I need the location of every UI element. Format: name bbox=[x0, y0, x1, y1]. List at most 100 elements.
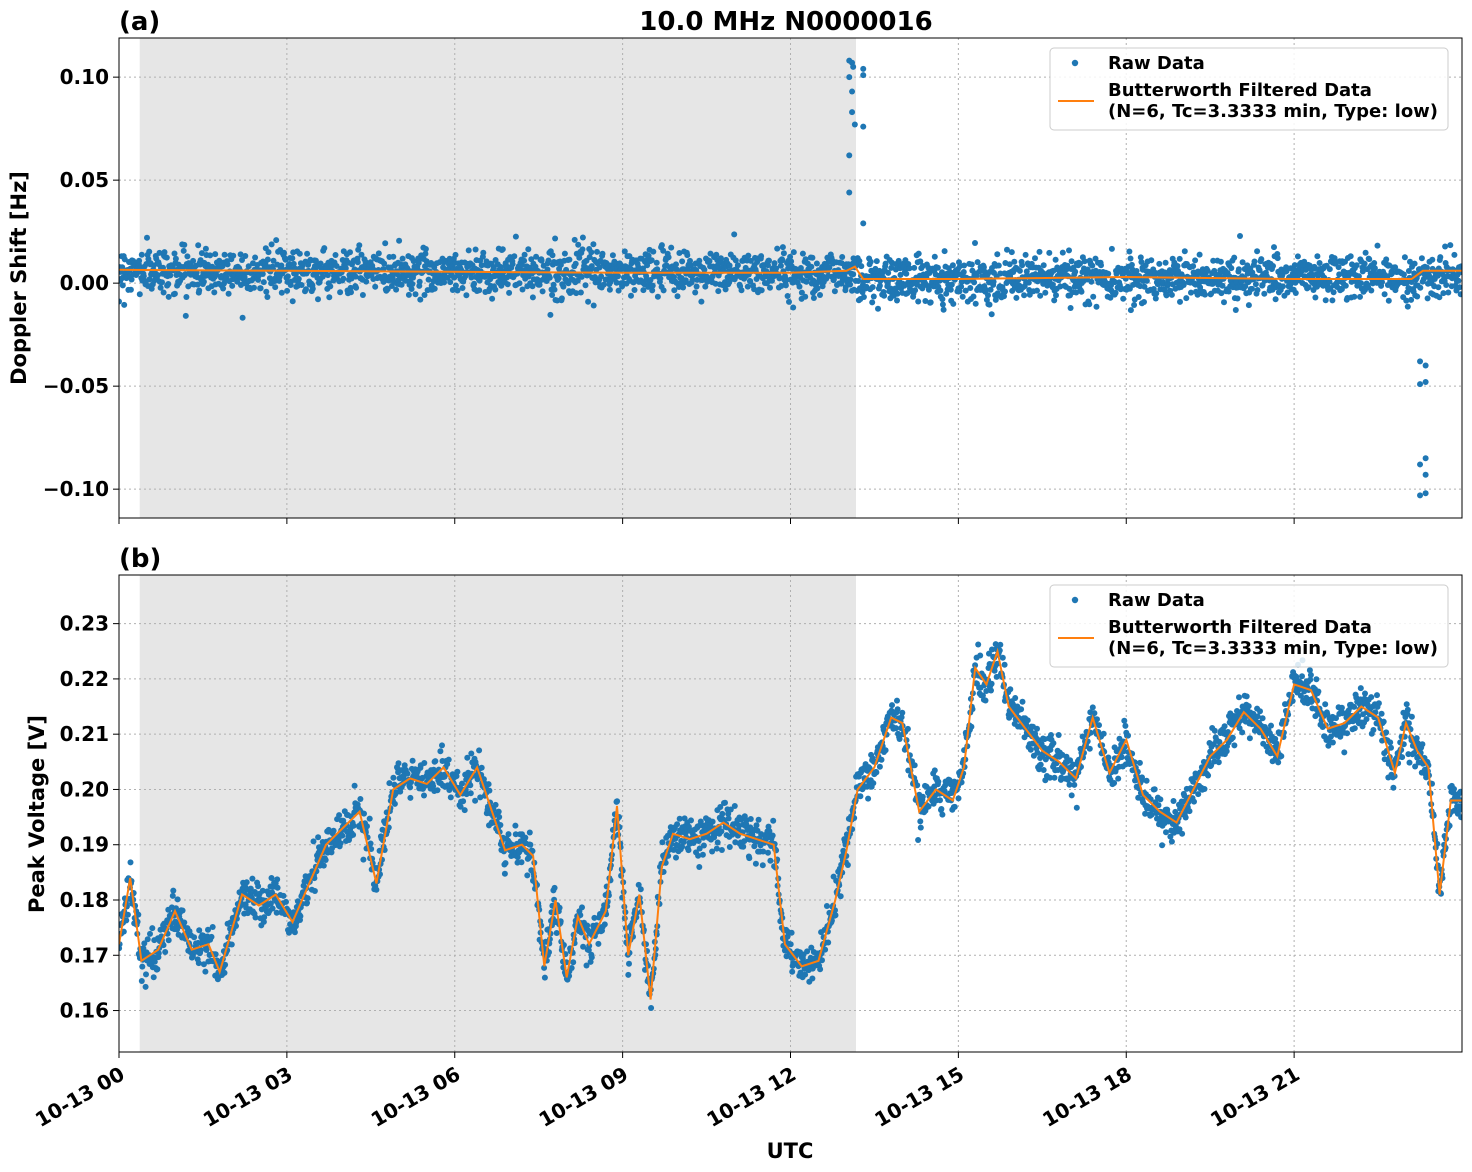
voltage-raw-point bbox=[718, 828, 725, 835]
doppler-raw-point bbox=[786, 298, 792, 305]
voltage-raw-point bbox=[1122, 722, 1129, 729]
doppler-raw-point bbox=[1135, 294, 1142, 300]
doppler-raw-point bbox=[1274, 255, 1281, 262]
doppler-raw-point bbox=[939, 301, 946, 308]
voltage-raw-point bbox=[680, 838, 687, 845]
voltage-raw-point bbox=[1170, 798, 1177, 804]
doppler-raw-point bbox=[390, 253, 397, 260]
doppler-legend-box bbox=[1049, 47, 1449, 131]
doppler-raw-point bbox=[1436, 294, 1443, 301]
voltage-raw-point bbox=[233, 923, 239, 929]
doppler-raw-point bbox=[897, 271, 904, 278]
voltage-raw-point bbox=[808, 944, 815, 951]
doppler-raw-point bbox=[876, 282, 883, 289]
voltage-raw-point bbox=[460, 798, 467, 805]
doppler-raw-point bbox=[701, 266, 708, 273]
doppler-raw-outlier bbox=[1417, 461, 1424, 468]
doppler-raw-point bbox=[551, 286, 558, 293]
voltage-raw-point bbox=[320, 862, 327, 869]
doppler-raw-point bbox=[326, 294, 333, 301]
doppler-raw-point bbox=[550, 281, 557, 288]
doppler-raw-point bbox=[911, 264, 918, 271]
doppler-raw-point bbox=[347, 249, 353, 256]
doppler-raw-point bbox=[1326, 278, 1333, 285]
voltage-raw-point bbox=[457, 803, 464, 810]
doppler-raw-point bbox=[590, 302, 597, 309]
doppler-raw-point bbox=[557, 261, 564, 268]
doppler-raw-point bbox=[1006, 261, 1013, 268]
doppler-raw-point bbox=[136, 291, 143, 298]
voltage-raw-point bbox=[351, 782, 358, 789]
voltage-raw-point bbox=[259, 887, 266, 894]
doppler-raw-point bbox=[644, 262, 651, 269]
voltage-raw-point bbox=[676, 815, 683, 822]
voltage-raw-point bbox=[1034, 749, 1041, 756]
doppler-raw-point bbox=[1443, 282, 1450, 288]
voltage-raw-point bbox=[911, 762, 918, 769]
voltage-raw-point bbox=[878, 756, 885, 763]
doppler-raw-point bbox=[881, 292, 888, 299]
voltage-raw-point bbox=[1268, 722, 1274, 729]
voltage-raw-point bbox=[759, 862, 766, 869]
voltage-raw-point bbox=[941, 788, 948, 795]
voltage-raw-point bbox=[447, 794, 454, 801]
doppler-raw-point bbox=[409, 281, 416, 287]
voltage-raw-point bbox=[127, 859, 134, 866]
doppler-raw-point bbox=[266, 275, 273, 282]
doppler-raw-point bbox=[252, 254, 259, 261]
doppler-raw-point bbox=[549, 252, 556, 259]
doppler-raw-point bbox=[1019, 262, 1026, 269]
doppler-raw-point bbox=[676, 250, 683, 256]
voltage-raw-point bbox=[580, 943, 587, 950]
voltage-raw-point bbox=[336, 812, 343, 819]
doppler-raw-point bbox=[422, 246, 429, 252]
voltage-raw-point bbox=[208, 933, 215, 940]
doppler-raw-point bbox=[1235, 266, 1242, 273]
voltage-raw-point bbox=[304, 899, 310, 906]
voltage-raw-point bbox=[195, 960, 202, 967]
voltage-raw-point bbox=[1040, 767, 1047, 773]
doppler-raw-point bbox=[161, 249, 168, 256]
doppler-raw-point bbox=[352, 273, 359, 280]
voltage-raw-point bbox=[679, 843, 686, 850]
doppler-raw-point bbox=[1414, 293, 1421, 300]
doppler-raw-point bbox=[1174, 263, 1181, 269]
doppler-raw-point bbox=[405, 291, 412, 298]
doppler-raw-point bbox=[230, 252, 237, 259]
doppler-raw-point bbox=[260, 279, 267, 286]
voltage-raw-point bbox=[1105, 754, 1112, 761]
doppler-raw-point bbox=[372, 283, 379, 290]
voltage-raw-point bbox=[196, 927, 203, 934]
doppler-raw-point bbox=[747, 257, 754, 264]
voltage-raw-point bbox=[1136, 759, 1143, 766]
doppler-raw-point bbox=[1245, 302, 1252, 309]
voltage-raw-point bbox=[486, 787, 493, 794]
doppler-raw-point bbox=[1105, 270, 1112, 277]
doppler-raw-point bbox=[1368, 287, 1375, 294]
voltage-raw-point bbox=[822, 946, 829, 953]
doppler-raw-point bbox=[1251, 258, 1258, 265]
doppler-raw-point bbox=[1336, 271, 1343, 278]
voltage-raw-point bbox=[495, 808, 502, 815]
doppler-raw-point bbox=[645, 252, 652, 259]
doppler-raw-point bbox=[416, 278, 423, 285]
voltage-raw-point bbox=[1216, 738, 1223, 745]
doppler-raw-point bbox=[512, 233, 519, 240]
doppler-raw-point bbox=[195, 242, 202, 249]
doppler-raw-point bbox=[579, 246, 586, 253]
doppler-raw-point bbox=[684, 252, 691, 259]
voltage-raw-point bbox=[434, 787, 441, 794]
doppler-raw-point bbox=[808, 263, 815, 270]
doppler-raw-point bbox=[1403, 297, 1410, 304]
doppler-raw-point bbox=[649, 282, 656, 289]
doppler-raw-point bbox=[144, 234, 150, 241]
voltage-raw-point bbox=[1278, 753, 1285, 760]
doppler-raw-point bbox=[782, 282, 789, 289]
voltage-raw-point bbox=[1024, 717, 1031, 724]
voltage-raw-point bbox=[614, 798, 621, 805]
doppler-raw-point bbox=[1204, 267, 1211, 274]
doppler-raw-outlier bbox=[1417, 381, 1424, 388]
voltage-raw-point bbox=[1079, 733, 1086, 740]
voltage-raw-point bbox=[174, 896, 181, 903]
voltage-raw-point bbox=[904, 725, 911, 732]
